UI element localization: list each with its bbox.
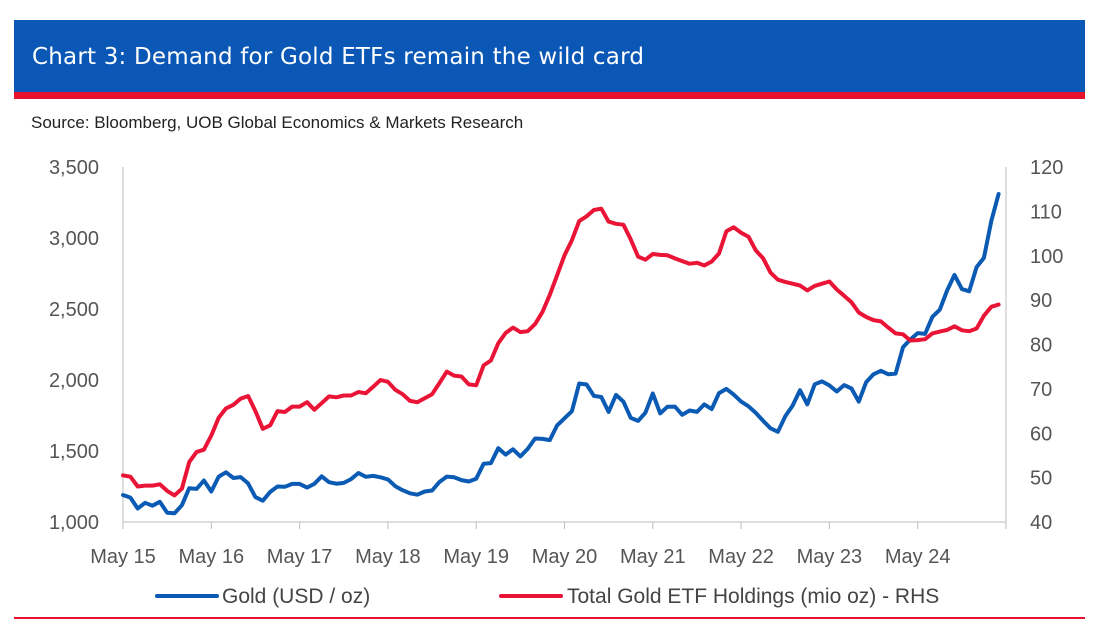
right-tick-label: 80 [1030, 335, 1052, 357]
footer-accent-rule [14, 617, 1085, 619]
x-tick-label: May 20 [532, 546, 598, 568]
left-tick-label: 1,000 [49, 512, 99, 534]
legend-label: Gold (USD / oz) [222, 585, 370, 608]
gold-price-line [121, 192, 1001, 516]
right-tick-label: 60 [1030, 423, 1052, 445]
x-tick-label: May 19 [443, 546, 509, 568]
etf-holdings-line [121, 206, 1001, 498]
x-axis-ticks: May 15 May 16 May 17 May 18 May 19 May 20 May … [90, 522, 1007, 568]
header-bar [14, 20, 1085, 92]
left-tick-label: 3,000 [49, 228, 99, 250]
chart-title: Chart 3: Demand for Gold ETFs remain the… [32, 44, 645, 70]
header-accent-rule [14, 92, 1085, 99]
x-tick-label: May 22 [708, 546, 774, 568]
legend-label: Total Gold ETF Holdings (mio oz) - RHS [567, 585, 939, 608]
x-tick-label: May 23 [797, 546, 863, 568]
right-tick-label: 40 [1030, 512, 1052, 534]
right-tick-label: 110 [1030, 201, 1062, 223]
right-tick-label: 70 [1030, 379, 1052, 401]
x-tick-label: May 16 [179, 546, 245, 568]
chart-axes [122, 167, 1007, 523]
chart-series [121, 192, 1001, 516]
right-tick-label: 100 [1030, 246, 1063, 268]
x-tick-label: May 15 [90, 546, 156, 568]
left-tick-label: 2,500 [49, 299, 99, 321]
x-tick-label: May 17 [267, 546, 333, 568]
left-axis-ticks: 1,000 1,500 2,000 2,500 3,000 3,500 [49, 157, 99, 534]
right-tick-label: 50 [1030, 468, 1052, 490]
right-tick-label: 90 [1030, 290, 1052, 312]
right-axis-ticks: 40 50 60 70 80 90 100 110 120 [1030, 157, 1063, 534]
left-tick-label: 1,500 [49, 441, 99, 463]
chart-legend: Gold (USD / oz) Total Gold ETF Holdings (… [155, 585, 939, 608]
x-tick-label: May 21 [620, 546, 686, 568]
left-tick-label: 2,000 [49, 370, 99, 392]
source-note: Source: Bloomberg, UOB Global Economics … [31, 113, 524, 132]
right-tick-label: 120 [1030, 157, 1063, 179]
x-tick-label: May 24 [885, 546, 951, 568]
x-tick-label: May 18 [355, 546, 421, 568]
left-tick-label: 3,500 [49, 157, 99, 179]
